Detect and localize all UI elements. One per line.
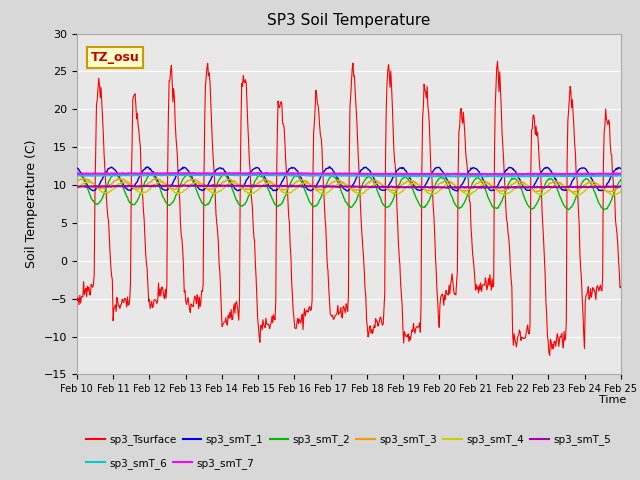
- Legend: sp3_smT_6, sp3_smT_7: sp3_smT_6, sp3_smT_7: [82, 454, 258, 473]
- Text: TZ_osu: TZ_osu: [90, 51, 139, 64]
- Y-axis label: Soil Temperature (C): Soil Temperature (C): [25, 140, 38, 268]
- Text: Time: Time: [599, 395, 626, 405]
- Title: SP3 Soil Temperature: SP3 Soil Temperature: [267, 13, 431, 28]
